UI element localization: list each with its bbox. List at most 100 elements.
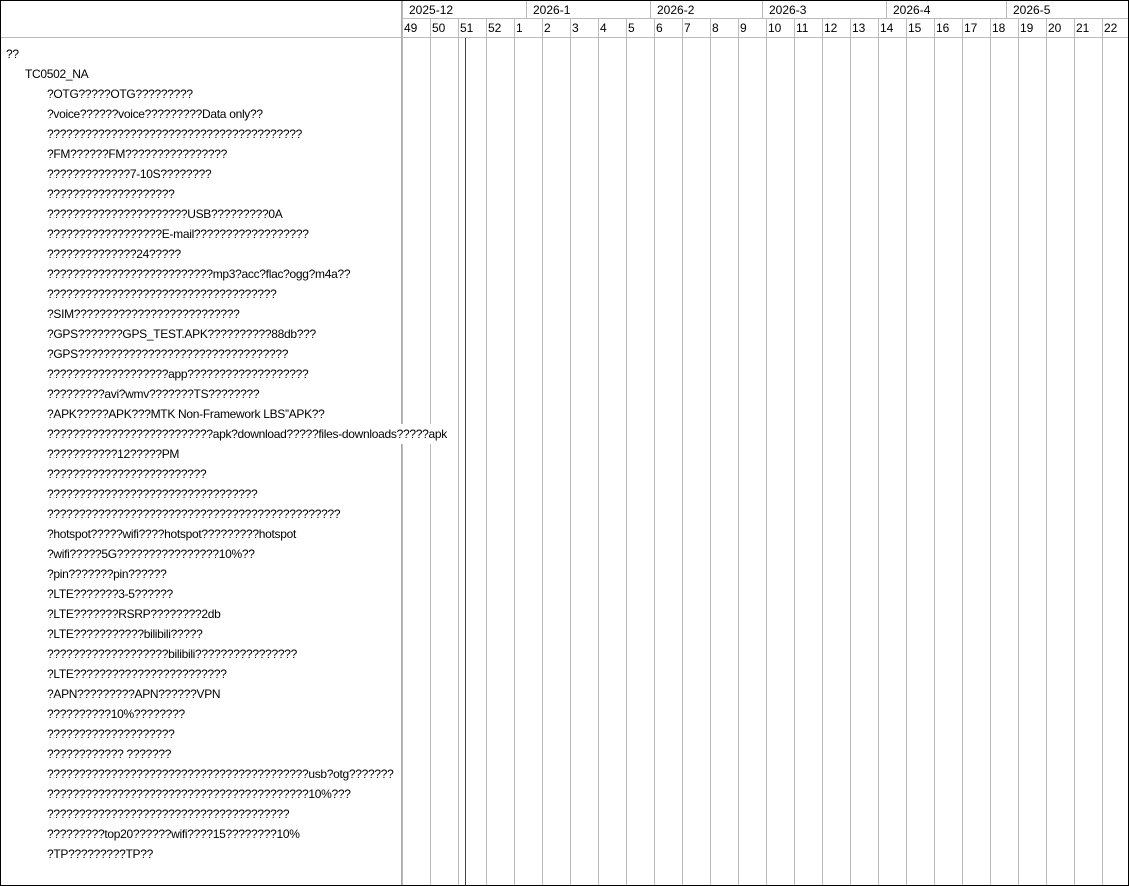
task-row[interactable]: ?wifi?????5G????????????????10%??: [47, 544, 255, 564]
week-gridline: [850, 19, 851, 885]
task-row[interactable]: ??????????????????????????????????????: [47, 804, 290, 824]
week-header: 21: [1076, 21, 1090, 35]
task-tree: ?? TC0502_NA ?OTG?????OTG????????? ?voice…: [1, 1, 447, 885]
week-header: 3: [572, 21, 579, 35]
task-row[interactable]: ?FM??????FM????????????????: [47, 144, 227, 164]
task-row[interactable]: ?LTE???????RSRP????????2db: [47, 604, 221, 624]
week-gridline: [542, 19, 543, 885]
week-header: 10: [768, 21, 782, 35]
week-gridline: [1102, 19, 1103, 885]
month-header: 2025-12: [402, 1, 526, 19]
week-header: 52: [488, 21, 502, 35]
timeline-chart: 2025-12 2026-1 2026-2 2026-3 2026-4 2026-5 49…: [401, 1, 1128, 885]
week-header: 49: [404, 21, 418, 35]
week-gridline: [1074, 19, 1075, 885]
task-row[interactable]: ?????????????????????????????????: [47, 484, 258, 504]
week-header: 1: [516, 21, 523, 35]
task-row[interactable]: ??????????????24?????: [47, 244, 181, 264]
task-row[interactable]: ?????????avi?wmv???????TS????????: [47, 384, 260, 404]
week-gridline: [738, 19, 739, 885]
week-gridline: [934, 19, 935, 885]
task-row[interactable]: ???????????????????bilibili?????????????…: [47, 644, 297, 664]
month-header: 2026-3: [762, 1, 886, 19]
week-header: 2: [544, 21, 551, 35]
month-header: 2026-1: [526, 1, 650, 19]
task-row[interactable]: ????????????????????????????????????????: [47, 124, 302, 144]
task-row[interactable]: ?APK?????APK???MTK Non-Framework LBS”APK…: [47, 404, 325, 424]
month-header: 2026-4: [886, 1, 1006, 19]
header-divider: [1, 37, 1128, 38]
task-row[interactable]: ????????????????????: [47, 184, 175, 204]
task-row[interactable]: ?voice??????voice?????????Data only??: [47, 104, 263, 124]
week-header: 7: [684, 21, 691, 35]
week-header: 5: [628, 21, 635, 35]
task-row[interactable]: ?????????top20??????wifi????15????????10…: [47, 824, 300, 844]
task-row[interactable]: ?SIM??????????????????????????: [47, 304, 240, 324]
month-header: 2026-5: [1006, 1, 1128, 19]
week-gridline: [878, 19, 879, 885]
month-header: 2026-2: [650, 1, 762, 19]
week-gridline: [766, 19, 767, 885]
task-row[interactable]: ?????????????????????????: [47, 464, 207, 484]
week-header: 12: [824, 21, 838, 35]
task-row[interactable]: ?APN?????????APN??????VPN: [47, 684, 221, 704]
week-gridline: [906, 19, 907, 885]
week-gridline: [1046, 19, 1047, 885]
week-header: 6: [656, 21, 663, 35]
week-gridline: [430, 19, 431, 885]
task-row[interactable]: ?LTE???????????bilibili?????: [47, 624, 203, 644]
week-header: 50: [432, 21, 446, 35]
week-header: 9: [740, 21, 747, 35]
week-gridline: [1018, 19, 1019, 885]
task-row[interactable]: ?pin???????pin??????: [47, 564, 167, 584]
week-header: 4: [600, 21, 607, 35]
task-row[interactable]: ?OTG?????OTG?????????: [47, 84, 193, 104]
tree-group[interactable]: TC0502_NA: [25, 64, 89, 84]
week-header: 22: [1104, 21, 1118, 35]
week-gridline: [570, 19, 571, 885]
week-gridline: [514, 19, 515, 885]
task-row[interactable]: ??????????????????????????apk?download??…: [47, 424, 447, 444]
week-gridline: [822, 19, 823, 885]
task-row[interactable]: ?????????????7-10S????????: [47, 164, 212, 184]
task-row[interactable]: ????????????????????????????????????????…: [47, 784, 351, 804]
week-header: 14: [880, 21, 894, 35]
task-row[interactable]: ????????????????????????????????????: [47, 284, 277, 304]
week-header: 15: [908, 21, 922, 35]
task-row[interactable]: ?GPS?????????????????????????????????: [47, 344, 288, 364]
task-row[interactable]: ???????????????????app??????????????????…: [47, 364, 309, 384]
week-header: 51: [460, 21, 474, 35]
week-header: 20: [1048, 21, 1062, 35]
task-row[interactable]: ???????????? ???????: [47, 744, 171, 764]
week-header: 11: [796, 21, 809, 35]
task-row[interactable]: ?TP?????????TP??: [47, 844, 153, 864]
task-row[interactable]: ?LTE???????3-5??????: [47, 584, 173, 604]
week-header: 16: [936, 21, 950, 35]
week-gridline: [794, 19, 795, 885]
week-gridline: [402, 19, 403, 885]
task-row[interactable]: ??????????10%????????: [47, 704, 185, 724]
week-gridline: [626, 19, 627, 885]
today-marker: [465, 38, 466, 885]
task-row[interactable]: ?hotspot?????wifi????hotspot?????????hot…: [47, 524, 296, 544]
task-row[interactable]: ????????????????????????????????????????…: [47, 764, 394, 784]
tree-root[interactable]: ??: [6, 44, 19, 64]
week-gridline: [654, 19, 655, 885]
week-gridline: [710, 19, 711, 885]
week-gridline: [458, 19, 459, 885]
task-row[interactable]: ???????????12?????PM: [47, 444, 179, 464]
task-row[interactable]: ?GPS???????GPS_TEST.APK??????????88db???: [47, 324, 316, 344]
task-row[interactable]: ????????????????????: [47, 724, 175, 744]
week-gridline: [486, 19, 487, 885]
task-row[interactable]: ??????????????????????????mp3?acc?flac?o…: [47, 264, 351, 284]
week-gridline: [682, 19, 683, 885]
task-row[interactable]: ?LTE????????????????????????: [47, 664, 227, 684]
week-header: 17: [964, 21, 978, 35]
task-row[interactable]: ??????????????????????USB?????????0A: [47, 204, 283, 224]
week-gridline: [598, 19, 599, 885]
week-gridline: [990, 19, 991, 885]
week-header: 19: [1020, 21, 1034, 35]
task-row[interactable]: ??????????????????E-mail????????????????…: [47, 224, 309, 244]
task-row[interactable]: ????????????????????????????????????????…: [47, 504, 341, 524]
